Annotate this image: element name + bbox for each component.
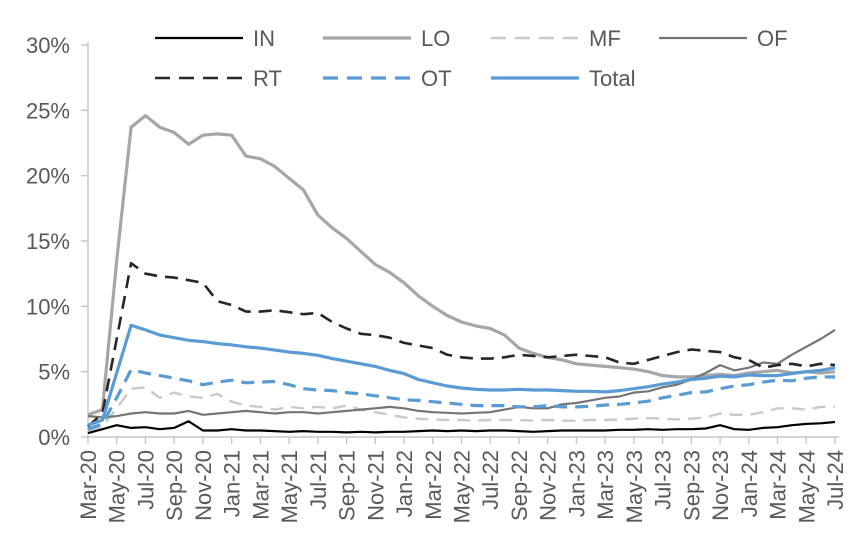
series-line-in (87, 420, 836, 435)
series-line-rt (87, 261, 836, 428)
plot-area (87, 113, 836, 435)
x-tick-label: Sep-23 (679, 450, 704, 521)
x-tick-label: Jan-24 (737, 450, 762, 517)
y-tick-label: 5% (38, 360, 70, 385)
x-tick-label: May-22 (450, 450, 475, 523)
legend-item-in: IN (155, 26, 275, 51)
y-tick-label: 30% (26, 33, 70, 58)
x-tick-label: May-20 (105, 450, 130, 523)
x-tick-label: Mar-21 (248, 450, 273, 520)
axes: 0%5%10%15%20%25%30%Mar-20 May-20 Jul-20 Sep… (26, 33, 848, 523)
x-tick-label: Sep-22 (507, 450, 532, 521)
x-tick-label: Jul-21 (306, 450, 331, 510)
x-tick-label: Mar-24 (766, 450, 791, 520)
x-tick-label: Jul-23 (651, 450, 676, 510)
series-line-lo (87, 113, 836, 417)
y-tick-label: 25% (26, 98, 70, 123)
x-tick-label: Sep-20 (162, 450, 187, 521)
y-tick-label: 10% (26, 294, 70, 319)
series-line-ot (87, 368, 835, 431)
legend-item-mf: MF (491, 26, 621, 51)
y-tick-label: 0% (38, 425, 70, 450)
x-tick-label: Jul-22 (478, 450, 503, 510)
legend-label: LO (421, 26, 450, 51)
x-tick-label: Nov-21 (363, 450, 388, 521)
legend-item-total: Total (491, 66, 635, 91)
x-tick-label: Jul-20 (133, 450, 158, 510)
legend-label: RT (253, 66, 282, 91)
legend-label: Total (589, 66, 635, 91)
x-tick-label: Nov-23 (708, 450, 733, 521)
x-tick-label: Nov-20 (191, 450, 216, 521)
legend-label: MF (589, 26, 621, 51)
legend-item-rt: RT (155, 66, 282, 91)
x-tick-label: Mar-23 (593, 450, 618, 520)
x-tick-label: May-24 (794, 450, 819, 523)
x-tick-label: Jan-23 (564, 450, 589, 517)
x-tick-label: Jan-22 (392, 450, 417, 517)
x-tick-label: Sep-21 (335, 450, 360, 521)
x-tick-label: Mar-22 (421, 450, 446, 520)
legend-item-ot: OT (323, 66, 452, 91)
y-tick-label: 20% (26, 164, 70, 189)
legend-item-lo: LO (323, 26, 450, 51)
x-tick-label: Mar-20 (76, 450, 101, 520)
x-tick-label: Jul-24 (823, 450, 848, 510)
x-tick-label: Nov-22 (536, 450, 561, 521)
legend-label: IN (253, 26, 275, 51)
series-line-total (87, 323, 836, 427)
series-line-mf (87, 386, 835, 432)
x-tick-label: May-23 (622, 450, 647, 523)
y-tick-label: 15% (26, 229, 70, 254)
series-line-of (87, 328, 836, 419)
legend-label: OT (421, 66, 452, 91)
x-tick-label: Jan-21 (220, 450, 245, 517)
legend: IN LO MF OF RT OT Total (155, 26, 788, 91)
legend-item-of: OF (659, 26, 788, 51)
legend-label: OF (757, 26, 788, 51)
x-tick-label: May-21 (277, 450, 302, 523)
